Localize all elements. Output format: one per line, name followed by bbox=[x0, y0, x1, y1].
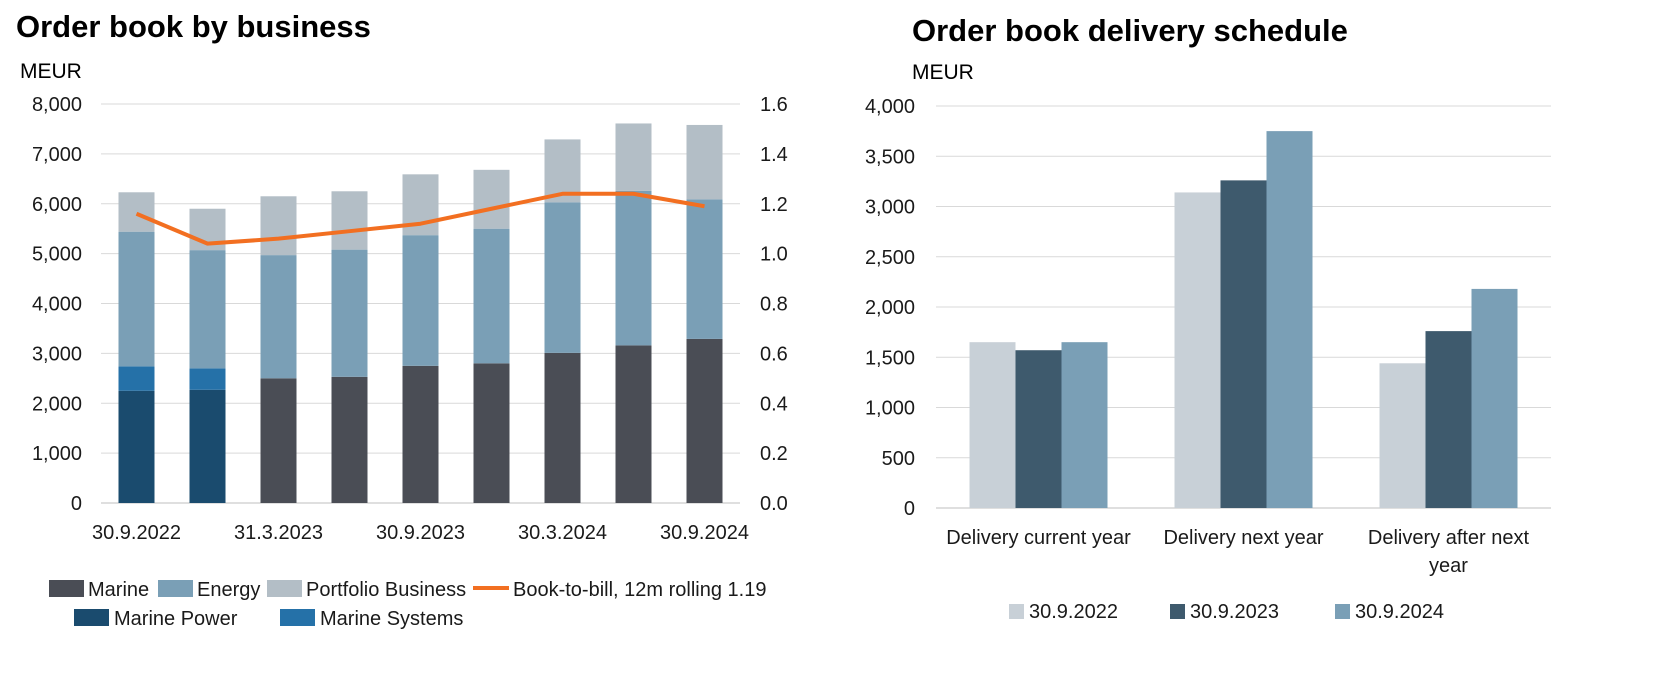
legend-swatch-marine-systems bbox=[280, 609, 315, 626]
legend-label-energy: Energy bbox=[197, 579, 260, 601]
chart1-bar-portfolio-business bbox=[474, 170, 510, 229]
chart1-bar-marine-power bbox=[119, 391, 155, 503]
chart2-y-tick-label: 500 bbox=[882, 448, 915, 470]
chart1-bar-energy bbox=[545, 202, 581, 353]
chart1-x-tick-label: 30.3.2024 bbox=[518, 522, 607, 544]
chart2-y-axis-label: MEUR bbox=[912, 61, 974, 84]
chart1-y2-tick-label: 1.6 bbox=[760, 94, 788, 116]
chart1-bar-energy bbox=[616, 191, 652, 346]
legend-swatch-30-9-2022 bbox=[1009, 604, 1024, 619]
chart1-y-tick-label: 8,000 bbox=[32, 94, 82, 116]
chart1-x-tick-label: 31.3.2023 bbox=[234, 522, 323, 544]
chart1-bar-energy bbox=[474, 229, 510, 364]
chart1-bar-marine bbox=[687, 339, 723, 503]
chart2-bar-30-9-2023 bbox=[1221, 180, 1267, 508]
chart1-bar-energy bbox=[403, 235, 439, 366]
chart2-bar-30-9-2023 bbox=[1426, 331, 1472, 508]
chart1-bar-marine bbox=[332, 377, 368, 503]
order-book-by-business-chart: Order book by business MEUR 0 1,000 2,000 3… bbox=[16, 9, 788, 630]
chart2-bar-30-9-2024 bbox=[1267, 131, 1313, 508]
chart1-y2-tick-label: 0.4 bbox=[760, 393, 788, 415]
chart1-title: Order book by business bbox=[16, 9, 371, 44]
chart2-bar-30-9-2022 bbox=[1380, 363, 1426, 508]
chart1-bar-energy bbox=[119, 232, 155, 367]
chart2-bar-30-9-2023 bbox=[1016, 350, 1062, 508]
chart1-y2-tick-label: 1.0 bbox=[760, 244, 788, 266]
chart1-y-tick-label: 0 bbox=[71, 493, 82, 515]
chart1-bar-energy bbox=[687, 199, 723, 339]
chart2-y-tick-label: 0 bbox=[904, 498, 915, 520]
chart1-y-axis-label: MEUR bbox=[20, 60, 82, 83]
chart1-legend: Marine Energy Portfolio Business Book-to-bi… bbox=[49, 579, 766, 630]
legend-label-marine: Marine bbox=[88, 579, 149, 601]
chart1-bar-energy bbox=[190, 250, 226, 368]
chart2-x-tick-label: Delivery after next bbox=[1368, 527, 1530, 549]
chart1-y2-tick-label: 1.4 bbox=[760, 144, 788, 166]
chart2-legend: 30.9.2022 30.9.2023 30.9.2024 bbox=[1009, 601, 1444, 623]
chart1-bar-marine bbox=[261, 378, 297, 503]
chart1-bar-energy bbox=[332, 250, 368, 377]
legend-swatch-30-9-2023 bbox=[1170, 604, 1185, 619]
chart2-y-tick-label: 4,000 bbox=[865, 96, 915, 118]
chart1-bar-marine bbox=[403, 366, 439, 503]
chart2-bar-30-9-2022 bbox=[970, 342, 1016, 508]
legend-swatch-energy bbox=[158, 580, 193, 597]
legend-swatch-30-9-2024 bbox=[1335, 604, 1350, 619]
legend-label-book-to-bill: Book-to-bill, 12m rolling 1.19 bbox=[513, 579, 766, 601]
chart1-y-tick-label: 7,000 bbox=[32, 144, 82, 166]
chart1-y2-tick-label: 0.2 bbox=[760, 443, 788, 465]
chart1-bar-marine bbox=[545, 353, 581, 503]
chart1-y-tick-label: 4,000 bbox=[32, 294, 82, 316]
chart1-bar-energy bbox=[261, 255, 297, 378]
chart1-bar-marine-systems bbox=[190, 368, 226, 389]
order-book-delivery-schedule-chart: Order book delivery schedule MEUR 0 500 1,… bbox=[865, 13, 1551, 623]
chart1-x-tick-label: 30.9.2023 bbox=[376, 522, 465, 544]
chart2-y-tick-label: 1,000 bbox=[865, 398, 915, 420]
chart2-y-tick-label: 2,500 bbox=[865, 247, 915, 269]
chart1-bar-portfolio-business bbox=[687, 125, 723, 199]
legend-label-portfolio: Portfolio Business bbox=[306, 579, 466, 601]
legend-label-30-9-2022: 30.9.2022 bbox=[1029, 601, 1118, 623]
chart2-x-tick-label: Delivery current year bbox=[946, 527, 1131, 549]
chart2-y-tick-label: 3,000 bbox=[865, 197, 915, 219]
legend-label-30-9-2024: 30.9.2024 bbox=[1355, 601, 1444, 623]
chart2-y-tick-label: 1,500 bbox=[865, 347, 915, 369]
chart1-y-tick-label: 6,000 bbox=[32, 194, 82, 216]
chart1-y-tick-label: 5,000 bbox=[32, 244, 82, 266]
chart1-y2-tick-label: 1.2 bbox=[760, 194, 788, 216]
chart1-y2-tick-label: 0.8 bbox=[760, 294, 788, 316]
chart2-bar-30-9-2024 bbox=[1062, 342, 1108, 508]
chart2-x-tick-label: Delivery next year bbox=[1163, 527, 1323, 549]
chart2-bar-30-9-2024 bbox=[1472, 289, 1518, 508]
chart1-bar-marine-power bbox=[190, 390, 226, 503]
chart1-x-tick-label: 30.9.2024 bbox=[660, 522, 749, 544]
chart1-bar-portfolio-business bbox=[261, 196, 297, 255]
chart1-y2-tick-label: 0.6 bbox=[760, 343, 788, 365]
legend-label-marine-systems: Marine Systems bbox=[320, 608, 463, 630]
chart1-y-tick-label: 3,000 bbox=[32, 343, 82, 365]
chart2-y-tick-label: 2,000 bbox=[865, 297, 915, 319]
chart1-y2-tick-label: 0.0 bbox=[760, 493, 788, 515]
chart2-x-tick-label: year bbox=[1429, 555, 1468, 577]
chart2-title: Order book delivery schedule bbox=[912, 13, 1348, 48]
legend-swatch-portfolio bbox=[267, 580, 302, 597]
chart1-bar-marine-systems bbox=[119, 366, 155, 390]
legend-swatch-marine bbox=[49, 580, 84, 597]
chart1-bar-marine bbox=[474, 363, 510, 503]
legend-label-30-9-2023: 30.9.2023 bbox=[1190, 601, 1279, 623]
chart1-bar-portfolio-business bbox=[119, 192, 155, 231]
chart1-y-tick-label: 2,000 bbox=[32, 393, 82, 415]
chart1-y-tick-label: 1,000 bbox=[32, 443, 82, 465]
chart1-x-tick-label: 30.9.2022 bbox=[92, 522, 181, 544]
legend-label-marine-power: Marine Power bbox=[114, 608, 238, 630]
chart2-y-tick-label: 3,500 bbox=[865, 146, 915, 168]
chart1-bar-marine bbox=[616, 345, 652, 503]
chart1-bar-portfolio-business bbox=[616, 123, 652, 190]
chart2-bar-30-9-2022 bbox=[1175, 192, 1221, 508]
legend-swatch-marine-power bbox=[74, 609, 109, 626]
chart1-bar-portfolio-business bbox=[332, 191, 368, 249]
